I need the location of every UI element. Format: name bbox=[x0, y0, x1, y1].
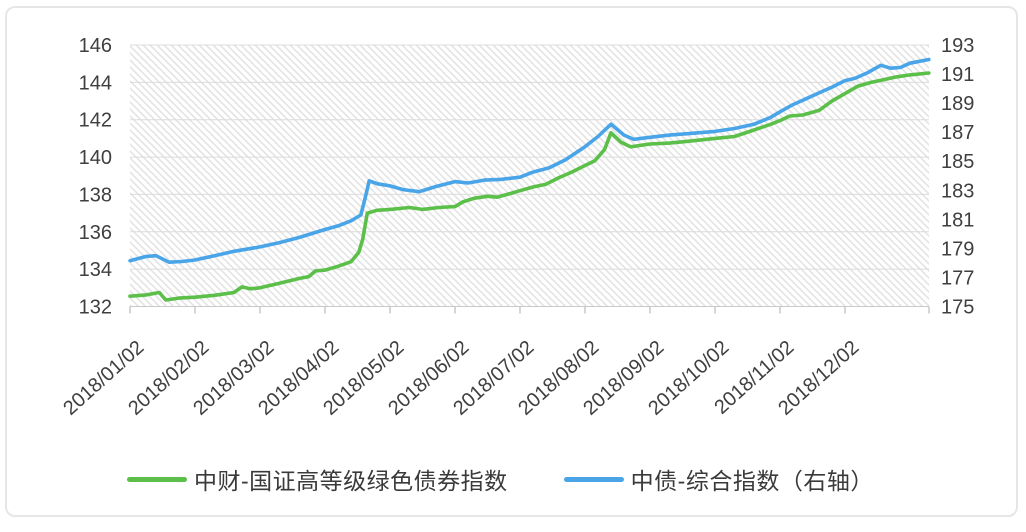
right-axis-tick-label: 191 bbox=[941, 64, 974, 86]
left-axis-tick-label: 144 bbox=[79, 72, 112, 94]
right-axis-tick-label: 183 bbox=[941, 180, 974, 202]
left-axis-tick-label: 132 bbox=[79, 297, 112, 319]
legend-label-blue: 中债-综合指数（右轴） bbox=[630, 468, 874, 494]
left-axis-tick-label: 146 bbox=[79, 35, 112, 57]
chart-legend: 中财-国证高等级绿色债券指数 中债-综合指数（右轴） bbox=[127, 462, 874, 496]
right-axis-tick-label: 181 bbox=[941, 209, 974, 231]
left-axis-tick-label: 134 bbox=[79, 259, 112, 281]
right-axis-tick-label: 179 bbox=[941, 238, 974, 260]
series-line-right bbox=[128, 57, 931, 265]
right-axis-tick-label: 175 bbox=[941, 297, 974, 319]
left-axis-tick-label: 140 bbox=[79, 147, 112, 169]
left-axis-tick-label: 136 bbox=[79, 222, 112, 244]
right-axis-tick-label: 185 bbox=[941, 151, 974, 173]
left-axis-tick-label: 142 bbox=[79, 110, 112, 132]
left-axis-tick-label: 138 bbox=[79, 184, 112, 206]
legend-label-green: 中财-国证高等级绿色债券指数 bbox=[194, 468, 508, 494]
series-line-left bbox=[128, 71, 931, 302]
blue-line-swatch bbox=[563, 476, 624, 482]
right-axis-tick-label: 189 bbox=[941, 93, 974, 115]
legend-item-blue: 中债-综合指数（右轴） bbox=[563, 462, 874, 496]
right-axis-tick-label: 187 bbox=[941, 122, 974, 144]
plot-area-hatch bbox=[130, 45, 929, 307]
right-axis-tick-label: 177 bbox=[941, 267, 974, 289]
green-line-swatch bbox=[127, 476, 187, 482]
right-axis-tick-label: 193 bbox=[941, 35, 974, 57]
legend-item-green: 中财-国证高等级绿色债券指数 bbox=[127, 462, 508, 496]
